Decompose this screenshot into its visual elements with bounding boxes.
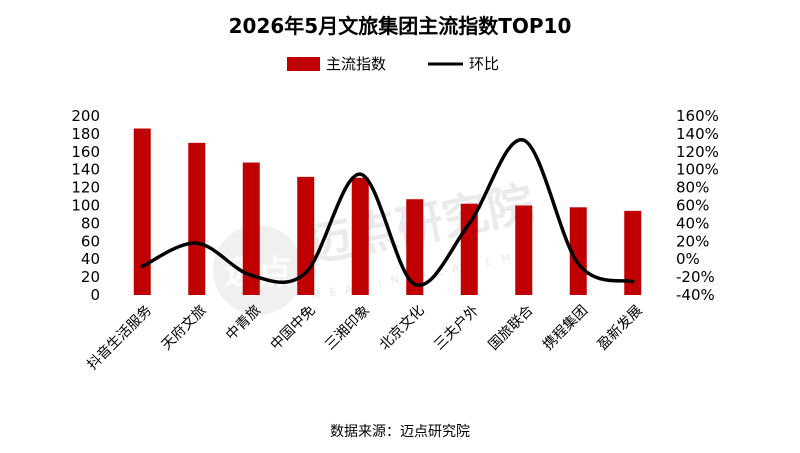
right-axis-tick-label: 20% <box>676 232 709 250</box>
left-axis-tick-label: 80 <box>81 214 100 232</box>
left-axis-tick-label: 40 <box>81 250 100 268</box>
right-axis-tick-label: 100% <box>676 161 719 179</box>
line-series <box>140 138 635 287</box>
category-label: 抖音生活服务 <box>84 302 155 373</box>
category-label: 携程集团 <box>539 302 591 354</box>
category-label: 三夫户外 <box>430 302 482 354</box>
bar <box>406 199 424 295</box>
right-axis-tick-label: 140% <box>676 125 719 143</box>
left-axis-tick-label: 0 <box>90 286 100 304</box>
bar-series <box>133 128 642 295</box>
right-axis-tick-label: -40% <box>676 286 715 304</box>
left-axis-tick-label: 60 <box>81 232 100 250</box>
category-label: 国旅联合 <box>486 303 537 354</box>
bar <box>569 207 587 295</box>
left-axis-tick-label: 120 <box>71 179 100 197</box>
left-axis-tick-label: 100 <box>71 197 100 215</box>
right-axis-tick-label: 40% <box>676 214 709 232</box>
category-label: 三湘印象 <box>322 303 373 354</box>
category-label: 天府文旅 <box>159 303 210 354</box>
right-axis-tick-label: 160% <box>676 107 719 125</box>
legend: 主流指数 环比 <box>287 55 499 73</box>
category-label: 盈新发展 <box>595 303 646 354</box>
bar <box>242 162 260 295</box>
left-axis-tick-label: 200 <box>71 107 100 125</box>
right-axis-tick-label: -20% <box>676 268 715 286</box>
legend-bar-swatch <box>287 57 320 71</box>
chart-title: 2026年5月文旅集团主流指数TOP10 <box>229 14 572 38</box>
left-axis-tick-label: 160 <box>71 143 100 161</box>
right-axis-tick-label: 80% <box>676 179 709 197</box>
legend-bar-label: 主流指数 <box>326 55 386 73</box>
bar <box>515 205 533 295</box>
bar <box>188 142 206 295</box>
category-label: 北京文化 <box>377 303 428 354</box>
left-axis-tick-label: 140 <box>71 161 100 179</box>
right-axis-tick-label: 120% <box>676 143 719 161</box>
right-axis: -40%-20%0%20%40%60%80%100%120%140%160% <box>676 107 719 304</box>
bar <box>351 177 369 295</box>
left-axis-tick-label: 180 <box>71 125 100 143</box>
bar <box>133 128 151 295</box>
bar <box>624 210 642 295</box>
left-axis-tick-label: 20 <box>81 268 100 286</box>
right-axis-tick-label: 0% <box>676 250 700 268</box>
category-labels: 抖音生活服务 天府文旅 中青旅 中国中免 三湘印象 北京文化 三夫户外 国旅联合 携程集团 盈新发… <box>84 302 646 373</box>
right-axis-tick-label: 60% <box>676 197 709 215</box>
legend-line-label: 环比 <box>469 55 499 73</box>
source-note: 数据来源：迈点研究院 <box>330 424 470 440</box>
